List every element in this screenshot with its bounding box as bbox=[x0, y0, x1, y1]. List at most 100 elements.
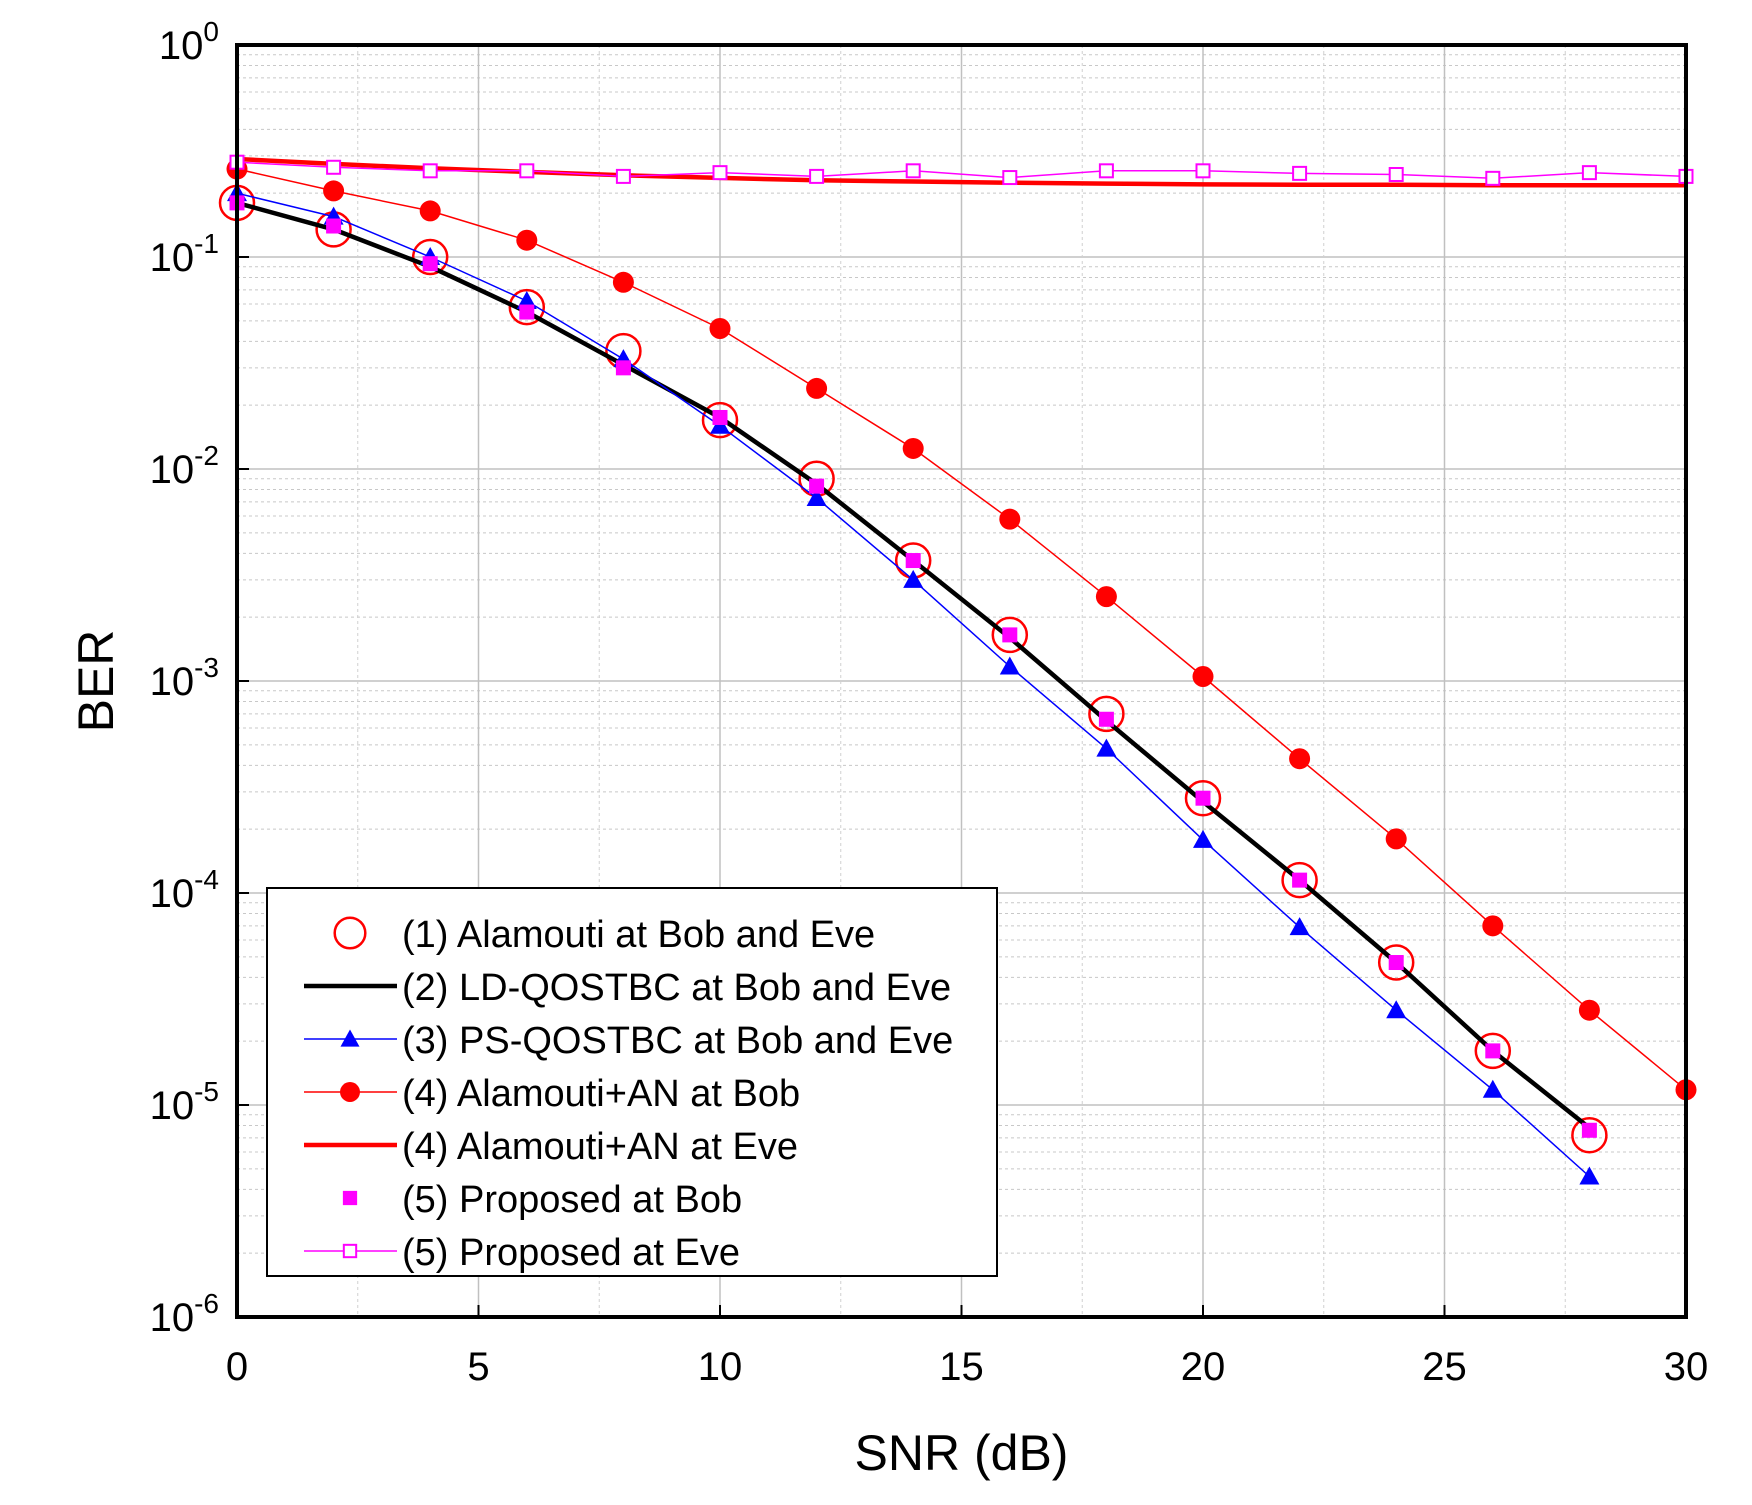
data-point bbox=[905, 163, 921, 179]
data-point bbox=[1289, 748, 1311, 770]
data-point bbox=[1386, 1000, 1407, 1019]
data-point bbox=[712, 409, 728, 425]
data-point bbox=[326, 159, 342, 175]
data-point bbox=[1579, 1166, 1600, 1185]
data-point bbox=[411, 238, 449, 276]
legend-item: (1) Alamouti at Bob and Eve bbox=[333, 914, 875, 956]
x-tick-label: 0 bbox=[226, 1345, 248, 1389]
data-point bbox=[1482, 915, 1504, 937]
y-tick-label: 10-3 bbox=[150, 652, 219, 704]
series-6 bbox=[229, 195, 1597, 1138]
legend-swatch-marker bbox=[342, 1190, 358, 1206]
data-point bbox=[905, 553, 921, 569]
legend-swatch-marker bbox=[340, 1082, 360, 1102]
legend-label: (5) Proposed at Bob bbox=[402, 1179, 742, 1221]
data-point bbox=[1578, 999, 1600, 1021]
data-point bbox=[709, 317, 731, 339]
data-point bbox=[1096, 738, 1117, 757]
data-point bbox=[422, 256, 438, 272]
data-point bbox=[422, 163, 438, 179]
data-point bbox=[1571, 1116, 1608, 1154]
data-point bbox=[612, 271, 634, 293]
x-tick-label: 30 bbox=[1664, 1345, 1709, 1389]
x-axis-title: SNR (dB) bbox=[855, 1425, 1069, 1481]
data-point bbox=[999, 656, 1020, 675]
x-tick-label: 25 bbox=[1422, 1345, 1467, 1389]
data-point bbox=[991, 616, 1029, 654]
legend-label: (3) PS-QOSTBC at Bob and Eve bbox=[402, 1020, 953, 1062]
data-point bbox=[1002, 170, 1018, 186]
data-point bbox=[1193, 829, 1213, 848]
data-point bbox=[806, 377, 828, 399]
data-point bbox=[1581, 1122, 1597, 1138]
x-tick-label: 10 bbox=[698, 1345, 743, 1389]
y-tick-label: 10-2 bbox=[150, 440, 219, 492]
data-point bbox=[1292, 165, 1308, 181]
data-point bbox=[809, 168, 825, 184]
data-point bbox=[516, 291, 537, 310]
y-tick-label: 10-5 bbox=[150, 1076, 219, 1128]
tick-layer: 0 5 10 15 20 25 30 100 10-1 10-2 10-3 10-4 10-5 10-6 bbox=[150, 16, 1709, 1389]
x-tick-label: 5 bbox=[467, 1345, 489, 1389]
data-point bbox=[1281, 861, 1318, 899]
legend: (1) Alamouti at Bob and Eve (2) LD-QOSTBC… bbox=[266, 887, 998, 1277]
data-point bbox=[1388, 955, 1404, 971]
data-point bbox=[1377, 944, 1415, 981]
data-point bbox=[326, 218, 342, 234]
data-point bbox=[516, 229, 538, 251]
legend-item: (2) LD-QOSTBC at Bob and Eve bbox=[304, 967, 951, 1009]
data-point bbox=[903, 569, 924, 588]
data-point bbox=[1088, 695, 1125, 733]
data-point bbox=[1474, 1032, 1512, 1070]
y-tick-label: 100 bbox=[159, 16, 219, 68]
legend-item: (3) PS-QOSTBC at Bob and Eve bbox=[304, 1020, 953, 1062]
data-point bbox=[615, 360, 631, 376]
legend-label: (1) Alamouti at Bob and Eve bbox=[402, 914, 875, 956]
data-point bbox=[1192, 666, 1214, 688]
x-tick-label: 15 bbox=[939, 1345, 984, 1389]
data-point bbox=[1581, 165, 1597, 181]
data-point bbox=[519, 163, 535, 179]
legend-item: (4) Alamouti+AN at Bob bbox=[304, 1073, 800, 1115]
data-point bbox=[809, 478, 825, 494]
data-point bbox=[1095, 586, 1117, 608]
data-point bbox=[806, 487, 827, 506]
y-tick-label: 10-6 bbox=[150, 1288, 219, 1340]
data-point bbox=[1385, 828, 1407, 850]
data-point bbox=[1098, 711, 1114, 727]
data-point bbox=[419, 200, 441, 222]
data-point bbox=[1388, 166, 1404, 182]
legend-item: (4) Alamouti+AN at Eve bbox=[304, 1126, 798, 1168]
data-point bbox=[615, 168, 631, 184]
legend-box bbox=[266, 887, 998, 1277]
y-tick-label: 10-1 bbox=[150, 228, 219, 280]
data-point bbox=[1482, 1079, 1503, 1098]
data-point bbox=[902, 437, 924, 459]
data-point bbox=[999, 508, 1021, 530]
data-point bbox=[701, 401, 739, 439]
data-point bbox=[712, 165, 728, 181]
data-point bbox=[1195, 163, 1211, 179]
data-point bbox=[323, 180, 345, 202]
data-point bbox=[1485, 1043, 1501, 1059]
data-point bbox=[1289, 917, 1310, 936]
data-point bbox=[519, 304, 535, 320]
data-point bbox=[1292, 872, 1308, 888]
legend-swatch-marker bbox=[340, 1029, 360, 1047]
data-point bbox=[508, 288, 546, 326]
legend-item: (5) Proposed at Bob bbox=[342, 1179, 742, 1221]
series-line bbox=[236, 161, 1687, 180]
data-point bbox=[1184, 779, 1222, 817]
legend-swatch-marker bbox=[333, 916, 367, 950]
data-point bbox=[1485, 170, 1501, 186]
data-point bbox=[1002, 627, 1018, 643]
series-line bbox=[236, 168, 1687, 1091]
y-tick-label: 10-4 bbox=[150, 864, 219, 916]
legend-label: (4) Alamouti+AN at Bob bbox=[402, 1073, 800, 1115]
data-point bbox=[1195, 790, 1211, 806]
legend-label: (2) LD-QOSTBC at Bob and Eve bbox=[402, 967, 951, 1009]
data-point bbox=[1098, 163, 1114, 179]
legend-label: (5) Proposed at Eve bbox=[402, 1232, 740, 1274]
